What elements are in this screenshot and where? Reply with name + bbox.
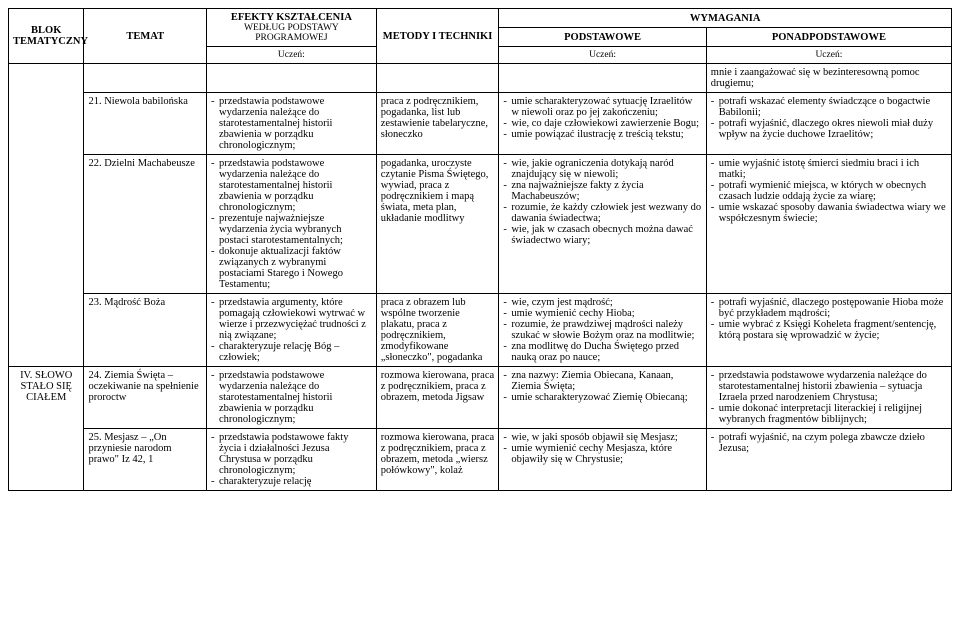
th-efekty-top: EFEKTY KSZTAŁCENIA [211,12,372,23]
cell-22-metody: pogadanka, uroczyste czytanie Pisma Świę… [376,155,499,294]
list-item: wie, jakie ograniczenia dotykają naród z… [503,158,701,180]
list-item: zna modlitwę do Ducha Świętego przed nau… [503,341,701,363]
list-item: potrafi wymienić miejsca, w których w ob… [711,180,947,202]
cell-25-ponad: potrafi wyjaśnić, na czym polega zbawcze… [706,429,951,491]
cell-22-temat: 22. Dzielni Machabeusze [84,155,207,294]
list-item: rozumie, że prawdziwej mądrości należy s… [503,319,701,341]
th-podstawowe: PODSTAWOWE [499,28,706,47]
th-metody: METODY I TECHNIKI [376,9,499,64]
list-item: przedstawia podstawowe wydarzenia należą… [711,370,947,403]
cell-22-efekty: przedstawia podstawowe wydarzenia należą… [207,155,377,294]
list-item: potrafi wyjaśnić, dlaczego postępowanie … [711,297,947,319]
list-item: potrafi wyjaśnić, dlaczego okres niewoli… [711,118,947,140]
list-item: wie, co daje człowiekowi zawierzenie Bog… [503,118,701,129]
row-21: 21. Niewola babilońska przedstawia podst… [9,93,952,155]
list-item: wie, czym jest mądrość; [503,297,701,308]
cell-25-temat: 25. Mesjasz – „On przyniesie narodom pra… [84,429,207,491]
list-item: przedstawia argumenty, które pomagają cz… [211,297,372,341]
cell-25-metody: rozmowa kierowana, praca z podręcznikiem… [376,429,499,491]
list-item: przedstawia podstawowe wydarzenia należą… [211,370,372,425]
th-uczen-3: Uczeń: [706,47,951,64]
cell-blok-iv: IV. SŁOWO STAŁO SIĘ CIAŁEM [9,367,84,491]
list-item: umie wyjaśnić istotę śmierci siedmiu bra… [711,158,947,180]
cell-21-temat: 21. Niewola babilońska [84,93,207,155]
th-ponad: PONADPODSTAWOWE [706,28,951,47]
list-item: potrafi wskazać elementy świadczące o bo… [711,96,947,118]
list-item: umie wymienić cechy Mesjasza, które obja… [503,443,701,465]
list-item: rozumie, że każdy człowiek jest wezwany … [503,202,701,224]
cell-23-efekty: przedstawia argumenty, które pomagają cz… [207,294,377,367]
row-gap: mnie i zaangażować się w bezinteresowną … [9,64,952,93]
curriculum-table: BLOK TEMATYCZNY TEMAT EFEKTY KSZTAŁCENIA… [8,8,952,491]
cell-21-ponad: potrafi wskazać elementy świadczące o bo… [706,93,951,155]
th-uczen-1: Uczeń: [207,47,377,64]
list-item: zna nazwy: Ziemia Obiecana, Kanaan, Ziem… [503,370,701,392]
cell-gap-efekty [207,64,377,93]
cell-21-efekty: przedstawia podstawowe wydarzenia należą… [207,93,377,155]
list-item: umie wybrać z Księgi Koheleta fragment/s… [711,319,947,341]
th-temat: TEMAT [84,9,207,64]
list-item: przedstawia podstawowe wydarzenia należą… [211,158,372,213]
list-item: umie powiązać ilustrację z treścią tekst… [503,129,701,140]
list-item: dokonuje aktualizacji faktów związanych … [211,246,372,290]
cell-23-ponad: potrafi wyjaśnić, dlaczego postępowanie … [706,294,951,367]
cell-24-temat: 24. Ziemia Święta – oczekiwanie na spełn… [84,367,207,429]
cell-gap-temat [84,64,207,93]
cell-25-efekty: przedstawia podstawowe fakty życia i dzi… [207,429,377,491]
row-25: 25. Mesjasz – „On przyniesie narodom pra… [9,429,952,491]
th-wymagania: WYMAGANIA [499,9,952,28]
cell-23-metody: praca z obrazem lub wspólne tworzenie pl… [376,294,499,367]
cell-gap-podst [499,64,706,93]
list-item: przedstawia podstawowe wydarzenia należą… [211,96,372,151]
list-item: wie, jak w czasach obecnych można dawać … [503,224,701,246]
list-item: umie dokonać interpretacji literackiej i… [711,403,947,425]
row-24: IV. SŁOWO STAŁO SIĘ CIAŁEM 24. Ziemia Św… [9,367,952,429]
list-item: charakteryzuje relację [211,476,372,487]
cell-25-podst: wie, w jaki sposób objawił się Mesjasz; … [499,429,706,491]
cell-23-temat: 23. Mądrość Boża [84,294,207,367]
list-item: umie scharakteryzować sytuację Izraelitó… [503,96,701,118]
th-efekty: EFEKTY KSZTAŁCENIA WEDŁUG PODSTAWY PROGR… [207,9,377,47]
list-item: zna najważniejsze fakty z życia Machabeu… [503,180,701,202]
cell-24-metody: rozmowa kierowana, praca z podręcznikiem… [376,367,499,429]
cell-24-podst: zna nazwy: Ziemia Obiecana, Kanaan, Ziem… [499,367,706,429]
th-blok: BLOK TEMATYCZNY [9,9,84,64]
cell-21-metody: praca z podręcznikiem, pogadanka, list l… [376,93,499,155]
row-23: 23. Mądrość Boża przedstawia argumenty, … [9,294,952,367]
list-item: umie scharakteryzować Ziemię Obiecaną; [503,392,701,403]
list-item: charakteryzuje relację Bóg – człowiek; [211,341,372,363]
cell-21-podst: umie scharakteryzować sytuację Izraelitó… [499,93,706,155]
row-22: 22. Dzielni Machabeusze przedstawia pods… [9,155,952,294]
cell-blok-upper [9,64,84,367]
list-item: prezentuje najważniejsze wydarzenia życi… [211,213,372,246]
list-item: wie, w jaki sposób objawił się Mesjasz; [503,432,701,443]
cell-gap-ponad: mnie i zaangażować się w bezinteresowną … [706,64,951,93]
list-item: potrafi wyjaśnić, na czym polega zbawcze… [711,432,947,454]
list-item: umie wskazać sposoby dawania świadectwa … [711,202,947,224]
cell-22-podst: wie, jakie ograniczenia dotykają naród z… [499,155,706,294]
cell-gap-metody [376,64,499,93]
list-item: przedstawia podstawowe fakty życia i dzi… [211,432,372,476]
list-item: umie wymienić cechy Hioba; [503,308,701,319]
th-uczen-2: Uczeń: [499,47,706,64]
cell-23-podst: wie, czym jest mądrość; umie wymienić ce… [499,294,706,367]
cell-24-ponad: przedstawia podstawowe wydarzenia należą… [706,367,951,429]
cell-22-ponad: umie wyjaśnić istotę śmierci siedmiu bra… [706,155,951,294]
cell-24-efekty: przedstawia podstawowe wydarzenia należą… [207,367,377,429]
th-efekty-sub: WEDŁUG PODSTAWY PROGRAMOWEJ [211,23,372,43]
